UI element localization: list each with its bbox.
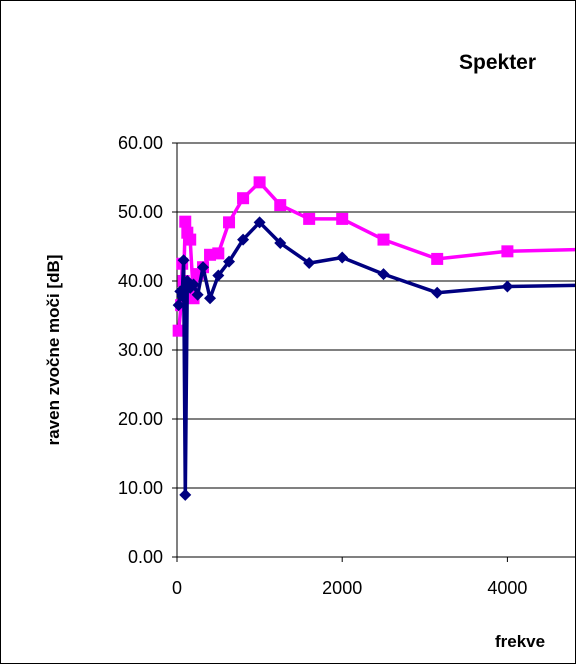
x-axis-title: frekve: [495, 632, 545, 651]
data-point: [237, 192, 250, 205]
y-tick-label: 20.00: [118, 409, 163, 429]
data-point: [212, 247, 225, 260]
data-point: [253, 176, 266, 189]
data-point: [172, 299, 185, 312]
data-point: [303, 257, 316, 270]
series-line-2: [176, 220, 575, 497]
series-line-1: [176, 180, 575, 331]
axes: [172, 142, 575, 562]
data-point: [377, 233, 390, 246]
data-point: [274, 237, 287, 250]
data-point: [172, 324, 185, 337]
data-point: [184, 233, 197, 246]
data-point: [191, 288, 204, 301]
y-axis-title: raven zvočne moči [dB]: [44, 255, 63, 446]
y-tick-label: 0.00: [128, 547, 163, 567]
data-point: [197, 261, 210, 274]
x-tick-label: 4000: [487, 578, 527, 598]
data-point: [253, 216, 266, 229]
data-point: [501, 245, 514, 258]
data-point: [177, 254, 190, 267]
data-point: [176, 290, 189, 303]
data-point: [223, 255, 236, 268]
data-point: [336, 251, 349, 264]
data-point: [179, 215, 192, 228]
x-tick-labels: 0 2000 4000: [172, 578, 527, 598]
y-tick-label: 10.00: [118, 478, 163, 498]
data-point: [274, 199, 287, 212]
data-point: [501, 280, 514, 293]
data-point: [179, 488, 192, 501]
data-point: [212, 269, 225, 282]
x-tick-label: 0: [172, 578, 182, 598]
data-point: [303, 212, 316, 225]
y-tick-label: 40.00: [118, 271, 163, 291]
data-point: [336, 212, 349, 225]
data-point: [187, 278, 200, 291]
x-tick-label: 2000: [322, 578, 362, 598]
data-point: [431, 286, 444, 299]
series-2: [172, 216, 575, 501]
y-tick-label: 30.00: [118, 340, 163, 360]
data-point: [237, 233, 250, 246]
data-point: [223, 216, 236, 229]
data-point: [204, 292, 217, 305]
chart-title: Spekter: [459, 51, 536, 74]
series-group: [172, 176, 575, 501]
data-point: [431, 252, 444, 265]
grid: [177, 142, 575, 489]
y-tick-labels: 0.00 10.00 20.00 30.00 40.00 50.00 60.00: [118, 133, 163, 567]
y-tick-label: 50.00: [118, 202, 163, 222]
data-point: [377, 268, 390, 281]
y-tick-label: 60.00: [118, 133, 163, 153]
